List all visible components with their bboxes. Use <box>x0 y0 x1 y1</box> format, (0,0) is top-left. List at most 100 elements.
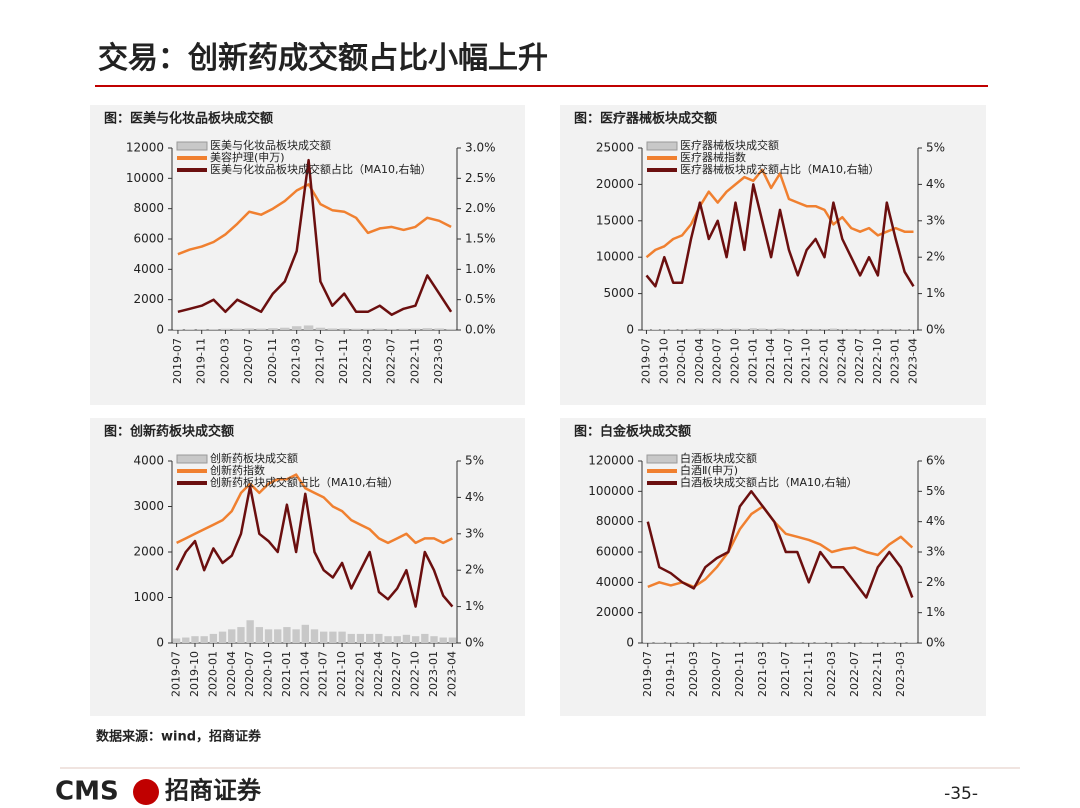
volume-bar <box>714 328 722 330</box>
source-note: 数据来源：wind，招商证券 <box>96 729 262 745</box>
x-tick-label: 2021-03 <box>290 338 303 384</box>
volume-bar <box>196 329 207 330</box>
volume-bar <box>329 631 337 643</box>
y-tick-label: 120000 <box>588 454 634 468</box>
legend-swatch <box>646 141 678 151</box>
x-tick-label: 2020-11 <box>733 651 746 697</box>
x-tick-label: 2022-04 <box>372 651 385 697</box>
volume-bar <box>338 631 346 643</box>
y2-tick-label: 3% <box>465 526 484 540</box>
legend-swatch <box>176 454 208 464</box>
legend-label: 医美与化妆品板块成交额 <box>210 138 331 152</box>
volume-bar <box>439 637 447 643</box>
volume-bar <box>812 328 820 330</box>
volume-bar <box>375 328 385 330</box>
volume-bar <box>735 642 745 643</box>
volume-bar <box>375 633 383 643</box>
legend-swatch <box>176 141 208 151</box>
y2-tick-label: 1% <box>926 605 945 619</box>
panel <box>560 105 986 405</box>
volume-bar <box>776 328 784 330</box>
volume-bar <box>642 329 651 330</box>
volume-bar <box>301 624 309 643</box>
volume-bar <box>838 328 846 330</box>
x-tick-label: 2021-10 <box>335 651 348 697</box>
volume-bar <box>220 328 231 330</box>
volume-bar <box>700 642 710 643</box>
volume-bar <box>723 328 731 330</box>
y2-tick-label: 1% <box>926 286 945 300</box>
volume-bar <box>892 329 900 330</box>
volume-bar <box>292 629 300 643</box>
x-tick-label: 2023-01 <box>889 338 902 384</box>
volume-bar <box>829 328 837 330</box>
y2-tick-label: 3.0% <box>465 141 496 155</box>
legend-label: 美容护理(申万) <box>210 150 285 164</box>
volume-bar <box>363 328 373 330</box>
y-tick-label: 0 <box>156 636 164 650</box>
volume-bar <box>256 328 266 330</box>
y2-tick-label: 4% <box>926 177 945 191</box>
x-tick-label: 2021-03 <box>756 651 769 697</box>
x-tick-label: 2021-04 <box>764 338 777 384</box>
x-tick-label: 2021-01 <box>746 338 759 384</box>
x-tick-label: 2019-07 <box>171 338 184 384</box>
x-tick-label: 2021-10 <box>800 338 813 384</box>
volume-bar <box>410 328 421 330</box>
volume-bar <box>850 642 860 643</box>
x-tick-label: 2022-01 <box>353 651 366 697</box>
y2-tick-label: 0% <box>926 323 945 337</box>
volume-bar <box>218 631 227 643</box>
x-tick-label: 2022-10 <box>409 651 422 697</box>
y2-tick-label: 1% <box>465 599 484 613</box>
volume-bar <box>896 642 906 643</box>
x-tick-label: 2022-07 <box>390 651 403 697</box>
volume-bar <box>185 329 195 330</box>
volume-bar <box>883 328 891 330</box>
volume-bar <box>268 328 278 330</box>
legend-label: 医疗器械指数 <box>680 150 746 164</box>
volume-bar <box>901 329 909 330</box>
series-line <box>176 473 453 545</box>
legend-label: 创新药板块成交额 <box>210 451 298 465</box>
panel <box>560 418 986 716</box>
volume-bar <box>696 328 704 330</box>
volume-bar <box>803 328 811 330</box>
chart-title: 图：医疗器械板块成交额 <box>574 111 717 127</box>
volume-bar <box>687 328 695 330</box>
slide-title: 交易：创新药成交额占比小幅上升 <box>98 41 548 76</box>
volume-bar <box>781 642 791 643</box>
volume-bar <box>785 328 793 330</box>
volume-bar <box>712 642 722 643</box>
x-tick-label: 2019-07 <box>170 651 183 697</box>
volume-bar <box>758 328 766 330</box>
volume-bar <box>446 328 456 330</box>
volume-bar <box>746 641 756 643</box>
x-tick-label: 2023-01 <box>427 651 440 697</box>
volume-bar <box>792 642 802 643</box>
y-tick-label: 4000 <box>133 262 164 276</box>
page-number: -35- <box>944 784 978 804</box>
y2-tick-label: 2% <box>465 563 484 577</box>
volume-bar <box>365 633 374 643</box>
y-tick-label: 2000 <box>133 292 164 306</box>
x-tick-label: 2020-07 <box>711 338 724 384</box>
volume-bar <box>804 642 814 643</box>
y2-tick-label: 2.0% <box>465 201 496 215</box>
x-tick-label: 2022-04 <box>835 338 848 384</box>
volume-bar <box>874 329 882 330</box>
y2-tick-label: 0.0% <box>465 323 496 337</box>
volume-bar <box>847 328 855 330</box>
y2-tick-label: 2.5% <box>465 171 496 185</box>
volume-bar <box>191 636 199 643</box>
y-tick-label: 0 <box>626 323 634 337</box>
y2-tick-label: 3% <box>926 545 945 559</box>
volume-bar <box>255 627 264 643</box>
volume-bar <box>244 328 254 330</box>
volume-bar <box>651 329 659 330</box>
volume-bar <box>315 327 326 330</box>
volume-bar <box>209 633 218 643</box>
volume-bar <box>815 642 825 643</box>
series-line <box>177 158 453 317</box>
